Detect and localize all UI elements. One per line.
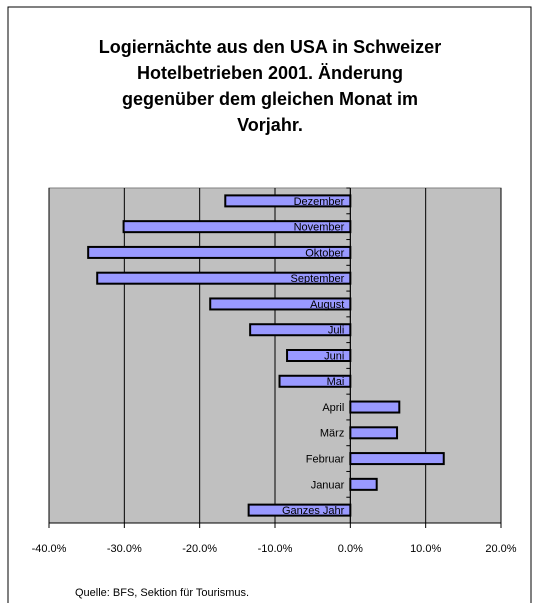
x-tick-label: 20.0% bbox=[485, 543, 516, 555]
y-tick-label: Juni bbox=[324, 350, 344, 362]
x-tick-label: -40.0% bbox=[32, 543, 67, 555]
source-note: Quelle: BFS, Sektion für Tourismus. bbox=[75, 587, 249, 599]
title-line: gegenüber dem gleichen Monat im bbox=[122, 89, 418, 109]
y-tick-label: Januar bbox=[311, 479, 345, 491]
title-line: Hotelbetrieben 2001. Änderung bbox=[137, 63, 403, 83]
y-tick-label: Juli bbox=[328, 325, 345, 337]
bar bbox=[349, 452, 445, 466]
y-tick-label: Februar bbox=[306, 453, 345, 465]
y-tick-label: November bbox=[294, 222, 345, 234]
bar bbox=[349, 400, 401, 414]
y-tick-label: Mai bbox=[327, 376, 345, 388]
bar bbox=[349, 477, 378, 491]
y-tick-label: Oktober bbox=[305, 247, 344, 259]
x-tick-label: -20.0% bbox=[182, 543, 217, 555]
chart-title: Logiernächte aus den USA in Schweizer Hot… bbox=[99, 37, 441, 135]
y-tick-label: Ganzes Jahr bbox=[282, 505, 345, 517]
bar bbox=[349, 426, 399, 440]
x-tick-label: 10.0% bbox=[410, 543, 441, 555]
y-tick-label: Dezember bbox=[294, 196, 345, 208]
y-tick-label: August bbox=[310, 299, 344, 311]
x-tick-label: -10.0% bbox=[258, 543, 293, 555]
y-tick-label: September bbox=[291, 273, 345, 285]
title-line: Logiernächte aus den USA in Schweizer bbox=[99, 37, 441, 57]
x-tick-label: -30.0% bbox=[107, 543, 142, 555]
y-tick-label: März bbox=[320, 428, 344, 440]
x-tick-label: 0.0% bbox=[338, 543, 363, 555]
title-line: Vorjahr. bbox=[237, 115, 303, 135]
y-tick-label: April bbox=[322, 402, 344, 414]
